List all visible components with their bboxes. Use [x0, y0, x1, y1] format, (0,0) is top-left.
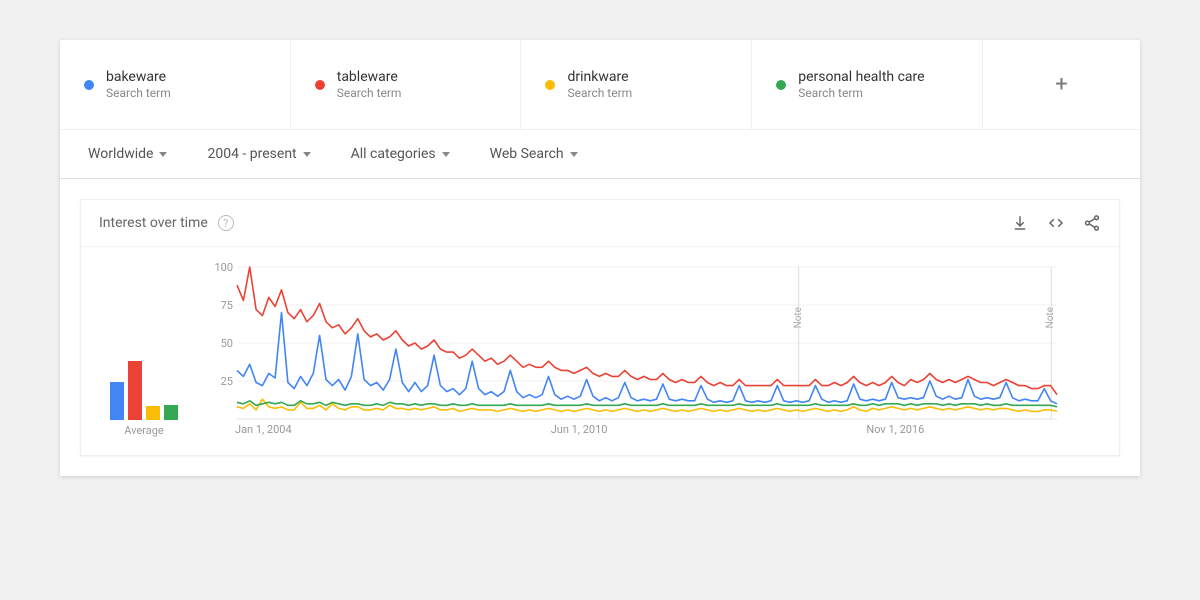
- trends-panel: bakewareSearch termtablewareSearch termd…: [60, 40, 1140, 476]
- x-axis-tick: Nov 1, 2016: [866, 423, 924, 436]
- chart-header: Interest over time ?: [81, 200, 1119, 247]
- filter-category-label: All categories: [351, 146, 436, 162]
- term-color-dot: [315, 80, 325, 90]
- share-icon[interactable]: [1083, 214, 1101, 232]
- interest-over-time-card: Interest over time ? Average 25 50 75 100 No…: [80, 199, 1120, 456]
- download-icon[interactable]: [1011, 214, 1029, 232]
- filter-search-type-label: Web Search: [490, 146, 564, 162]
- chevron-down-icon: [570, 152, 578, 157]
- help-icon[interactable]: ?: [218, 215, 234, 231]
- series-line: [237, 401, 1057, 407]
- line-chart: 25 50 75 100 Note Note Jan 1, 2004 Jun 1, 2010 N…: [207, 257, 1101, 437]
- chart-body: Average 25 50 75 100 Note Note Jan 1, 2004 Jun …: [81, 247, 1119, 455]
- term-type: Search term: [798, 86, 924, 102]
- chart-actions: [1011, 214, 1101, 232]
- filter-time-label: 2004 - present: [207, 146, 296, 162]
- average-bar: [128, 361, 142, 421]
- y-axis-tick: 100: [209, 261, 233, 274]
- chart-note-label: Note: [1045, 307, 1056, 328]
- x-axis-tick: Jun 1, 2010: [551, 423, 608, 436]
- chart-title: Interest over time: [99, 215, 208, 231]
- term-color-dot: [84, 80, 94, 90]
- filter-search-type[interactable]: Web Search: [490, 146, 578, 162]
- add-term-button[interactable]: +: [983, 40, 1140, 129]
- term-type: Search term: [337, 86, 402, 102]
- filter-region-label: Worldwide: [88, 146, 153, 162]
- filter-region[interactable]: Worldwide: [88, 146, 167, 162]
- y-axis-tick: 75: [209, 299, 233, 312]
- line-chart-svg: [207, 257, 1067, 437]
- average-bar: [164, 405, 178, 420]
- filters-row: Worldwide 2004 - present All categories …: [60, 130, 1140, 179]
- chevron-down-icon: [159, 152, 167, 157]
- x-axis-tick: Jan 1, 2004: [235, 423, 292, 436]
- search-terms-row: bakewareSearch termtablewareSearch termd…: [60, 40, 1140, 130]
- term-type: Search term: [106, 86, 171, 102]
- term-label: drinkware: [567, 68, 632, 86]
- series-line: [237, 267, 1057, 395]
- average-bar: [110, 382, 124, 421]
- filter-time[interactable]: 2004 - present: [207, 146, 310, 162]
- term-label: bakeware: [106, 68, 171, 86]
- term-color-dot: [545, 80, 555, 90]
- average-bars: [110, 350, 178, 420]
- search-term-cell[interactable]: drinkwareSearch term: [521, 40, 752, 129]
- embed-icon[interactable]: [1047, 214, 1065, 232]
- chevron-down-icon: [303, 152, 311, 157]
- average-bar: [146, 406, 160, 420]
- term-label: tableware: [337, 68, 402, 86]
- term-type: Search term: [567, 86, 632, 102]
- y-axis-tick: 25: [209, 375, 233, 388]
- series-line: [237, 313, 1057, 404]
- chart-note-label: Note: [793, 307, 804, 328]
- average-label: Average: [124, 424, 164, 437]
- search-term-cell[interactable]: tablewareSearch term: [291, 40, 522, 129]
- term-color-dot: [776, 80, 786, 90]
- search-term-cell[interactable]: personal health careSearch term: [752, 40, 983, 129]
- term-label: personal health care: [798, 68, 924, 86]
- y-axis-tick: 50: [209, 337, 233, 350]
- chevron-down-icon: [442, 152, 450, 157]
- search-term-cell[interactable]: bakewareSearch term: [60, 40, 291, 129]
- average-block: Average: [99, 257, 189, 437]
- filter-category[interactable]: All categories: [351, 146, 450, 162]
